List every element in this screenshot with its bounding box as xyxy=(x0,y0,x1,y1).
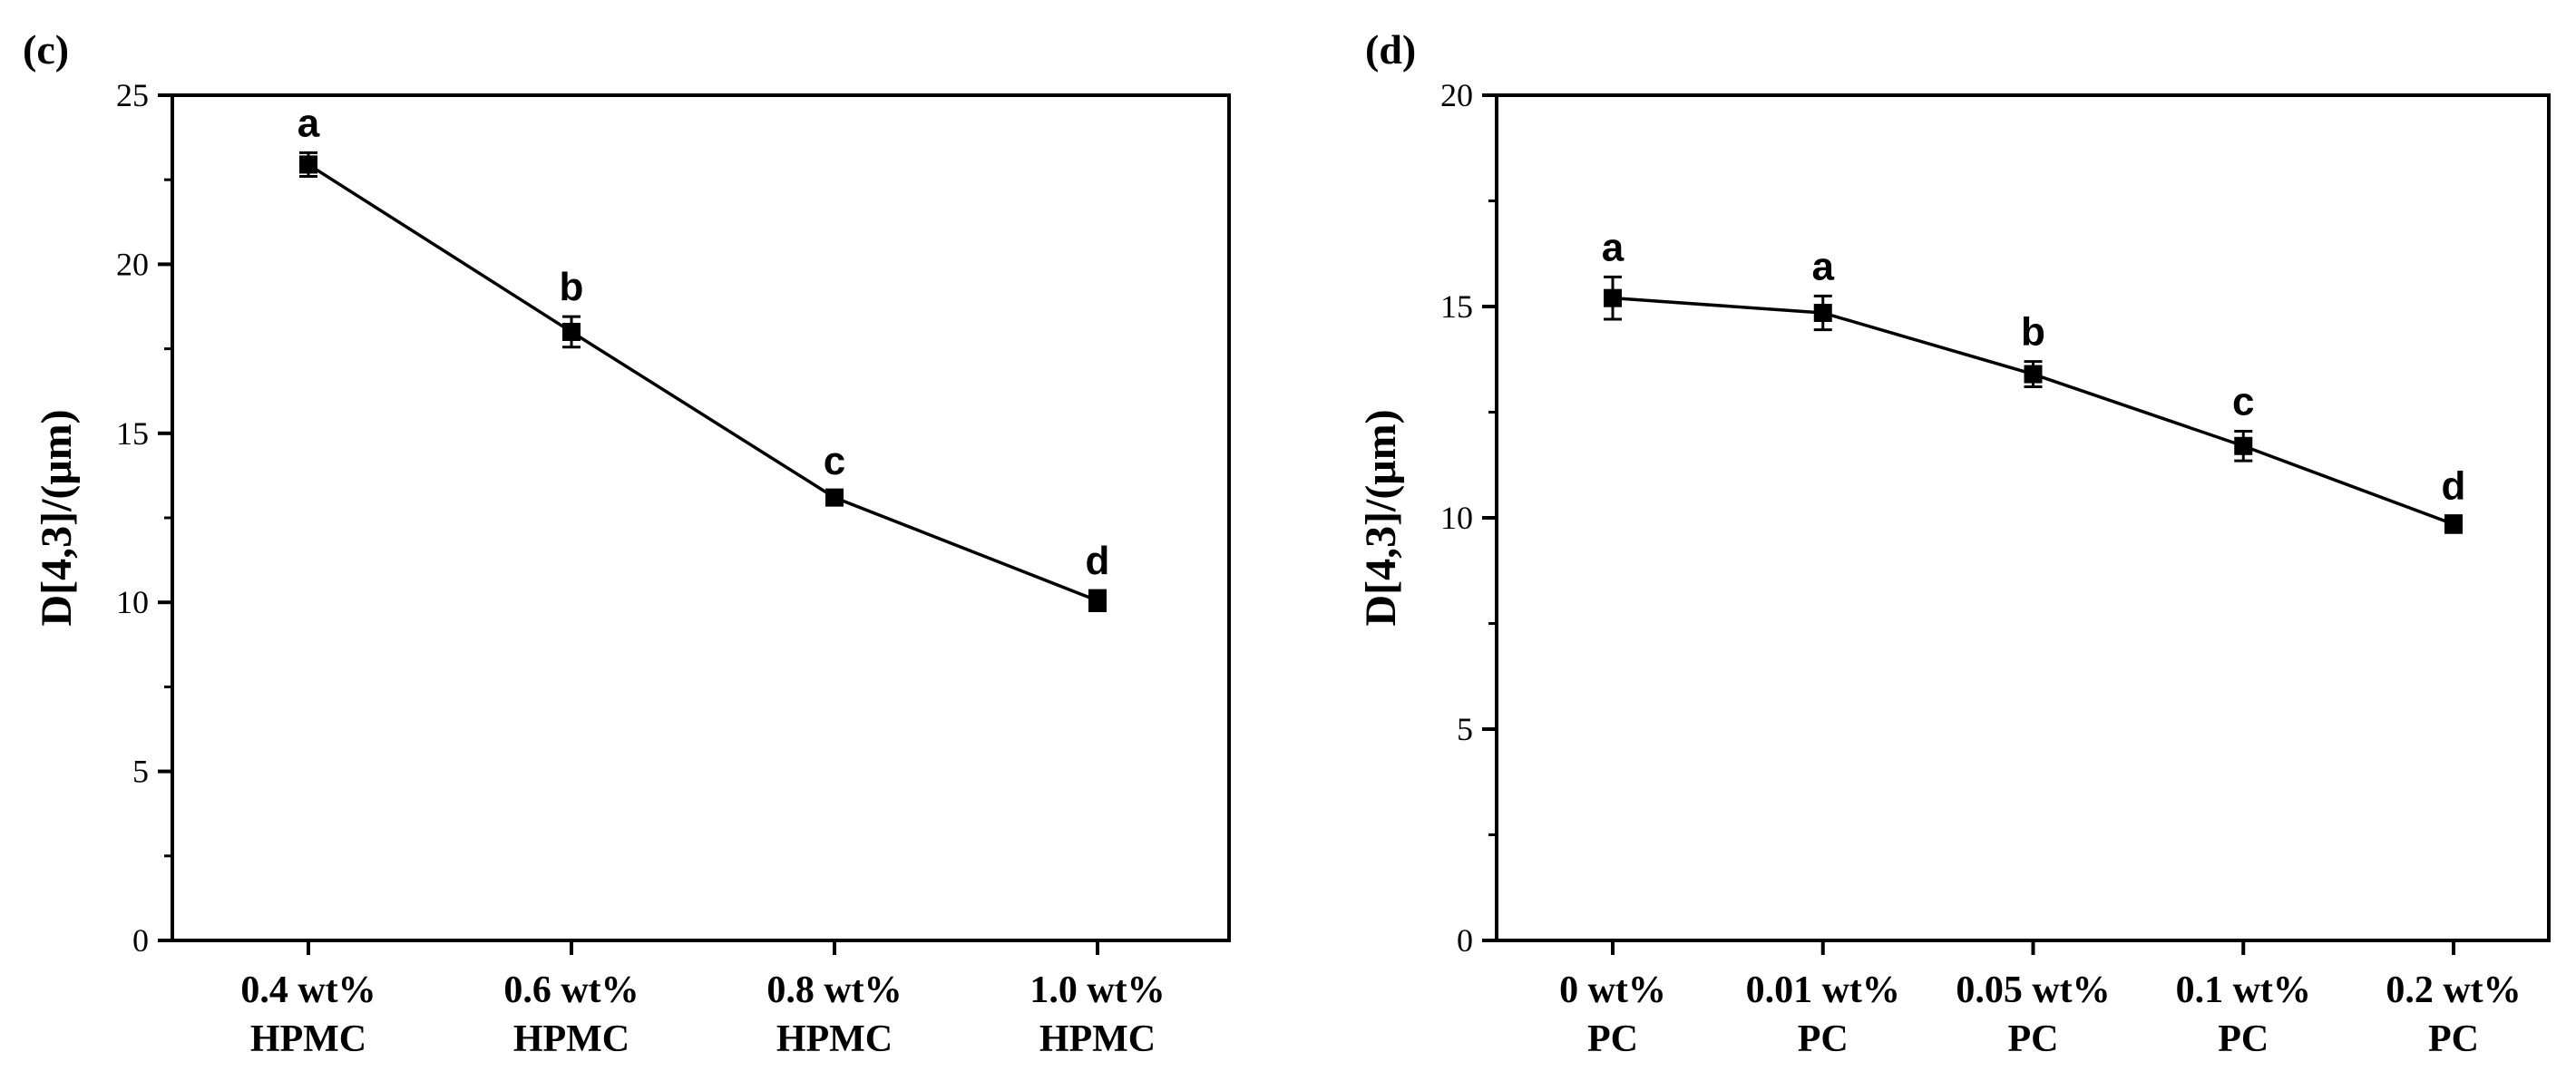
data-point xyxy=(1813,303,1832,322)
data-point xyxy=(1088,591,1107,610)
data-point xyxy=(2234,436,2253,455)
significance-label: d xyxy=(2442,464,2466,509)
x-tick-label-line1: 0.01 wt% xyxy=(1746,969,1900,1011)
plot-frame xyxy=(1495,93,2551,942)
significance-label: a xyxy=(1602,225,1625,269)
x-tick-label-line2: PC xyxy=(2008,1018,2059,1060)
significance-label: a xyxy=(298,101,320,145)
y-tick-label: 0 xyxy=(1457,922,1473,959)
significance-label: d xyxy=(1086,539,1110,583)
x-tick-label-line1: 0.2 wt% xyxy=(2386,969,2521,1011)
data-point xyxy=(825,488,844,507)
y-tick-label: 10 xyxy=(1440,500,1473,536)
panel-c: (c) 0 5 10 15 20 25 0.4 wt% HPMC 0.6 wt% HPMC 0.8 w… xyxy=(23,26,1231,1060)
x-tick-label-line1: 0.8 wt% xyxy=(766,969,902,1011)
x-tick-label-line2: PC xyxy=(2218,1018,2269,1060)
significance-label: a xyxy=(1812,244,1835,288)
data-point xyxy=(299,155,317,174)
y-tick-label: 5 xyxy=(1457,711,1473,747)
y-tick-label: 20 xyxy=(116,246,149,282)
x-tick-label-line2: HPMC xyxy=(250,1018,366,1060)
x-tick-label-line2: PC xyxy=(1798,1018,1849,1060)
significance-label: c xyxy=(2232,379,2254,424)
plot-frame xyxy=(171,93,1231,942)
data-point xyxy=(2024,365,2043,384)
y-tick-label: 15 xyxy=(1440,288,1473,325)
data-point xyxy=(1604,288,1622,307)
x-tick-label-line1: 1.0 wt% xyxy=(1029,969,1165,1011)
panel-d: (d) 0 5 10 15 20 0 wt% PC 0.01 wt% PC 0.05 wt% PC 0.… xyxy=(1357,26,2551,1060)
series-line xyxy=(307,162,1098,602)
data-point xyxy=(2444,514,2463,533)
x-tick-label-line1: 0.05 wt% xyxy=(1956,969,2110,1011)
y-tick-label: 5 xyxy=(132,754,149,790)
panel-label: (c) xyxy=(23,26,69,73)
y-axis-title: D[4,3]/(μm) xyxy=(1357,409,1405,626)
y-tick-label: 0 xyxy=(132,922,149,959)
y-axis-title: D[4,3]/(μm) xyxy=(33,409,81,626)
x-tick-label-line2: HPMC xyxy=(513,1018,629,1060)
x-tick-label-line2: PC xyxy=(1587,1018,1638,1060)
y-tick-label: 20 xyxy=(1440,77,1473,113)
significance-label: b xyxy=(560,265,584,309)
significance-label: c xyxy=(824,439,845,483)
x-tick-label-line1: 0.4 wt% xyxy=(240,969,376,1011)
significance-label: b xyxy=(2021,310,2045,355)
panel-label: (d) xyxy=(1365,26,1416,73)
y-tick-label: 25 xyxy=(116,77,149,113)
data-point xyxy=(562,322,581,341)
x-tick-label-line2: HPMC xyxy=(776,1018,893,1060)
x-tick-label-line1: 0.1 wt% xyxy=(2176,969,2311,1011)
x-tick-label-line2: PC xyxy=(2428,1018,2479,1060)
x-tick-label-line2: HPMC xyxy=(1039,1018,1156,1060)
x-tick-label-line1: 0.6 wt% xyxy=(503,969,639,1011)
y-tick-label: 10 xyxy=(116,584,149,620)
y-tick-label: 15 xyxy=(116,415,149,452)
x-tick-label-line1: 0 wt% xyxy=(1559,969,1666,1011)
